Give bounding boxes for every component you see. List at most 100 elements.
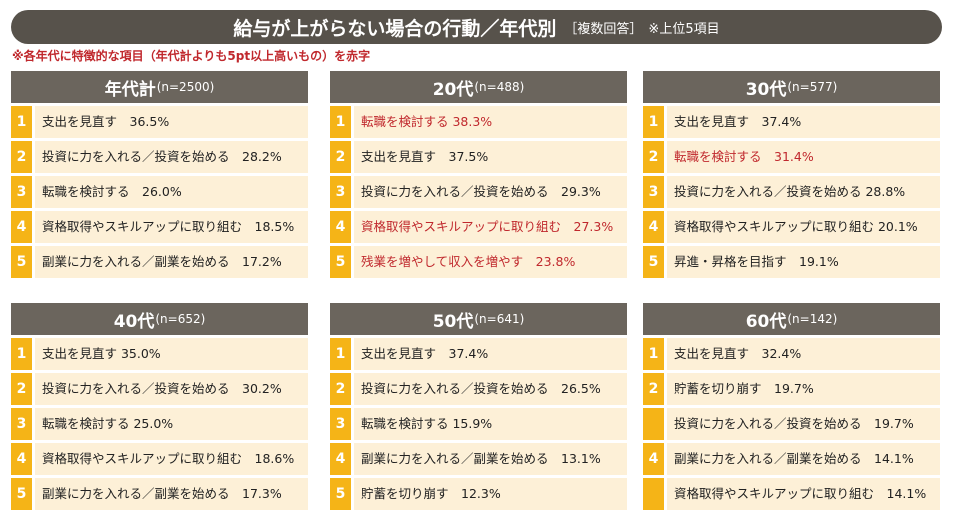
ranking-item-text: 転職を検討する 26.0% — [35, 176, 308, 208]
rank-badge: 2 — [11, 141, 32, 173]
ranking-row: 資格取得やスキルアップに取り組む 14.1% — [643, 478, 940, 510]
ranking-item-text: 支出を見直す 37.4% — [667, 106, 940, 138]
ranking-item-text: 支出を見直す 37.5% — [354, 141, 627, 173]
ranking-row: 3 転職を検討する 26.0% — [11, 176, 308, 208]
rank-badge: 5 — [643, 246, 664, 278]
panel-sample-size: (n=142) — [787, 312, 838, 326]
rank-badge: 1 — [11, 338, 32, 370]
ranking-item-text: 昇進・昇格を目指す 19.1% — [667, 246, 940, 278]
rank-badge: 4 — [11, 211, 32, 243]
rank-badge: 4 — [330, 211, 351, 243]
title-bar: 給与が上がらない場合の行動／年代別 ［複数回答］ ※上位5項目 — [11, 10, 942, 44]
ranking-row: 1 支出を見直す 37.4% — [330, 338, 627, 370]
panel-sample-size: (n=488) — [474, 80, 525, 94]
rank-badge: 2 — [643, 373, 664, 405]
ranking-row: 3 投資に力を入れる／投資を始める 28.8% — [643, 176, 940, 208]
rank-badge: 4 — [643, 211, 664, 243]
ranking-item-text: 資格取得やスキルアップに取り組む 20.1% — [667, 211, 940, 243]
panel-header: 60代 (n=142) — [643, 303, 940, 335]
rank-badge: 1 — [643, 106, 664, 138]
ranking-panel: 年代計 (n=2500) 1 支出を見直す 36.5% 2 投資に力を入れる／投資を始める… — [11, 71, 308, 278]
rank-badge — [643, 478, 664, 510]
ranking-panel: 20代 (n=488) 1 転職を検討する 38.3% 2 支出を見直す 37.5% 3 投資… — [330, 71, 627, 278]
panel-header: 20代 (n=488) — [330, 71, 627, 103]
ranking-row: 2 投資に力を入れる／投資を始める 26.5% — [330, 373, 627, 405]
ranking-item-text: 支出を見直す 37.4% — [354, 338, 627, 370]
panel-age-label: 40代 — [113, 311, 155, 332]
ranking-item-text: 貯蓄を切り崩す 12.3% — [354, 478, 627, 510]
rank-badge: 5 — [11, 246, 32, 278]
ranking-row: 5 副業に力を入れる／副業を始める 17.2% — [11, 246, 308, 278]
ranking-item-text: 転職を検討する 31.4% — [667, 141, 940, 173]
ranking-item-text: 副業に力を入れる／副業を始める 13.1% — [354, 443, 627, 475]
ranking-row: 2 支出を見直す 37.5% — [330, 141, 627, 173]
panel-age-label: 年代計 — [104, 79, 156, 100]
ranking-row: 4 副業に力を入れる／副業を始める 13.1% — [330, 443, 627, 475]
ranking-item-text: 支出を見直す 32.4% — [667, 338, 940, 370]
ranking-item-text: 支出を見直す 35.0% — [35, 338, 308, 370]
ranking-row: 2 投資に力を入れる／投資を始める 28.2% — [11, 141, 308, 173]
ranking-row: 4 資格取得やスキルアップに取り組む 18.5% — [11, 211, 308, 243]
ranking-row: 1 支出を見直す 37.4% — [643, 106, 940, 138]
highlight-note: ※各年代に特徴的な項目（年代計よりも5pt以上高いもの）を赤字 — [12, 49, 371, 63]
ranking-item-text: 投資に力を入れる／投資を始める 28.2% — [35, 141, 308, 173]
rank-badge: 2 — [11, 373, 32, 405]
ranking-item-text: 資格取得やスキルアップに取り組む 27.3% — [354, 211, 627, 243]
ranking-item-text: 転職を検討する 25.0% — [35, 408, 308, 440]
ranking-row: 5 貯蓄を切り崩す 12.3% — [330, 478, 627, 510]
rank-badge: 4 — [330, 443, 351, 475]
ranking-item-text: 投資に力を入れる／投資を始める 19.7% — [667, 408, 940, 440]
ranking-item-text: 投資に力を入れる／投資を始める 26.5% — [354, 373, 627, 405]
ranking-panel: 40代 (n=652) 1 支出を見直す 35.0% 2 投資に力を入れる／投資を始める … — [11, 303, 308, 510]
answer-type-tag: ［複数回答］ — [564, 21, 643, 37]
panel-age-label: 60代 — [745, 311, 787, 332]
ranking-item-text: 副業に力を入れる／副業を始める 14.1% — [667, 443, 940, 475]
rank-badge: 5 — [11, 478, 32, 510]
rank-badge: 1 — [11, 106, 32, 138]
panel-sample-size: (n=2500) — [156, 80, 215, 94]
ranking-row: 4 資格取得やスキルアップに取り組む 27.3% — [330, 211, 627, 243]
ranking-row: 1 転職を検討する 38.3% — [330, 106, 627, 138]
ranking-row: 4 副業に力を入れる／副業を始める 14.1% — [643, 443, 940, 475]
rank-badge: 5 — [330, 246, 351, 278]
panel-header: 50代 (n=641) — [330, 303, 627, 335]
ranking-item-text: 副業に力を入れる／副業を始める 17.2% — [35, 246, 308, 278]
ranking-row: 5 副業に力を入れる／副業を始める 17.3% — [11, 478, 308, 510]
ranking-item-text: 貯蓄を切り崩す 19.7% — [667, 373, 940, 405]
ranking-row: 5 昇進・昇格を目指す 19.1% — [643, 246, 940, 278]
ranking-item-text: 転職を検討する 15.9% — [354, 408, 627, 440]
rank-badge: 5 — [330, 478, 351, 510]
rank-badge: 1 — [330, 338, 351, 370]
ranking-row: 3 転職を検討する 15.9% — [330, 408, 627, 440]
ranking-item-text: 投資に力を入れる／投資を始める 28.8% — [667, 176, 940, 208]
ranking-row: 1 支出を見直す 36.5% — [11, 106, 308, 138]
rank-badge: 3 — [330, 176, 351, 208]
page-title: 給与が上がらない場合の行動／年代別 — [233, 17, 557, 40]
ranking-item-text: 資格取得やスキルアップに取り組む 18.5% — [35, 211, 308, 243]
rank-badge: 4 — [11, 443, 32, 475]
ranking-item-text: 残業を増やして収入を増やす 23.8% — [354, 246, 627, 278]
ranking-panel: 60代 (n=142) 1 支出を見直す 32.4% 2 貯蓄を切り崩す 19.7% 投資に… — [643, 303, 940, 510]
ranking-row: 4 資格取得やスキルアップに取り組む 18.6% — [11, 443, 308, 475]
panel-header: 年代計 (n=2500) — [11, 71, 308, 103]
rank-badge: 2 — [330, 141, 351, 173]
ranking-row: 3 転職を検討する 25.0% — [11, 408, 308, 440]
ranking-row: 5 残業を増やして収入を増やす 23.8% — [330, 246, 627, 278]
rank-badge: 3 — [330, 408, 351, 440]
ranking-item-text: 投資に力を入れる／投資を始める 30.2% — [35, 373, 308, 405]
rank-badge: 3 — [11, 408, 32, 440]
ranking-row: 2 投資に力を入れる／投資を始める 30.2% — [11, 373, 308, 405]
ranking-row: 2 転職を検討する 31.4% — [643, 141, 940, 173]
ranking-row: 3 投資に力を入れる／投資を始める 29.3% — [330, 176, 627, 208]
ranking-item-text: 資格取得やスキルアップに取り組む 18.6% — [35, 443, 308, 475]
panel-age-label: 20代 — [432, 79, 474, 100]
rank-badge: 1 — [643, 338, 664, 370]
ranking-row: 2 貯蓄を切り崩す 19.7% — [643, 373, 940, 405]
panel-header: 40代 (n=652) — [11, 303, 308, 335]
ranking-row: 4 資格取得やスキルアップに取り組む 20.1% — [643, 211, 940, 243]
ranking-panel: 30代 (n=577) 1 支出を見直す 37.4% 2 転職を検討する 31.4% 3 投資… — [643, 71, 940, 278]
rank-badge: 2 — [330, 373, 351, 405]
title-note: ※上位5項目 — [648, 21, 720, 37]
ranking-row: 1 支出を見直す 32.4% — [643, 338, 940, 370]
rank-badge — [643, 408, 664, 440]
